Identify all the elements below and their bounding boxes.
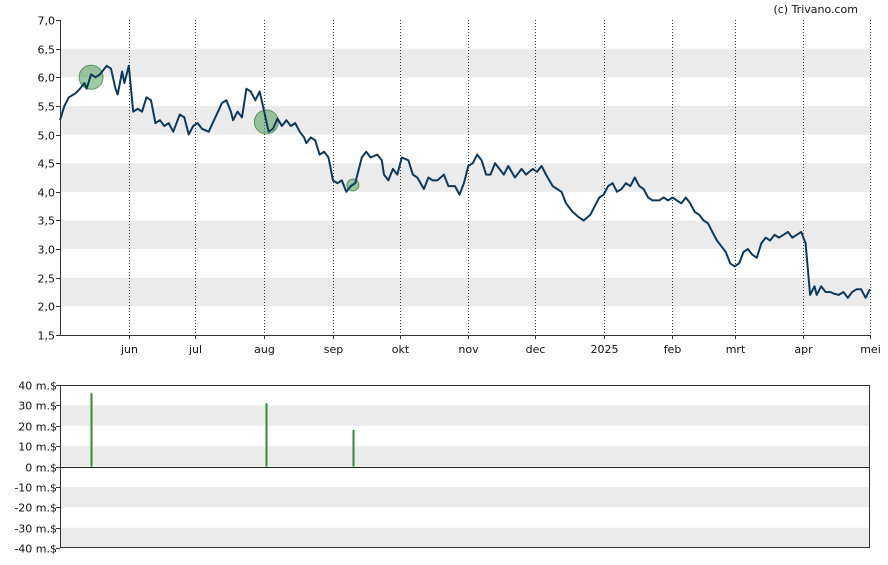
y-tick-label: -40 m.$ — [14, 543, 57, 556]
volume-panel: -40 m.$ -30 m.$ -20 m.$ -10 m.$ 0 m.$ 10 m.$ 2… — [14, 380, 870, 556]
price-line — [59, 64, 871, 299]
x-tick-label: okt — [392, 343, 410, 356]
y-tick-label: 1,5 — [38, 330, 56, 343]
x-tick-label: aug — [254, 343, 275, 356]
x-tick-label: mei — [860, 343, 881, 356]
y-tick-label: 7,0 — [38, 15, 56, 28]
y-tick-label: 4,0 — [38, 187, 56, 200]
y-tick-label: 20 m.$ — [18, 421, 57, 434]
x-tick-label: jul — [188, 343, 202, 356]
grid-band — [60, 486, 870, 508]
x-tick-label: sep — [324, 343, 343, 356]
y-tick-label: 2,5 — [38, 273, 56, 286]
y-tick-label: 10 m.$ — [18, 441, 57, 454]
x-tick-label: dec — [526, 343, 546, 356]
y-tick-label: 40 m.$ — [18, 380, 57, 393]
x-tick-label: feb — [664, 343, 682, 356]
y-tick-label: 5,0 — [38, 130, 56, 143]
y-tick-label: -10 m.$ — [14, 482, 57, 495]
x-tick-label: mrt — [726, 343, 746, 356]
price-panel: jun jul aug sep okt nov dec 2025 feb mrt apr mei 1,5… — [38, 15, 881, 357]
x-tick-label: nov — [458, 343, 479, 356]
y-tick-label: -20 m.$ — [14, 502, 57, 515]
grid-band — [60, 277, 870, 307]
grid-band — [60, 527, 870, 548]
y-tick-label: 4,5 — [38, 158, 56, 171]
x-tick-label: 2025 — [591, 343, 619, 356]
x-tick-label: jun — [120, 343, 138, 356]
grid-band — [60, 48, 870, 78]
y-tick-label: 5,5 — [38, 101, 56, 114]
y-tick-label: 6,5 — [38, 44, 56, 57]
grid-band — [60, 405, 870, 426]
volume-frame — [60, 385, 870, 548]
y-tick-label: 2,0 — [38, 301, 56, 314]
y-tick-label: -30 m.$ — [14, 523, 57, 536]
y-tick-label: 30 m.$ — [18, 400, 57, 413]
grid-band — [60, 446, 870, 467]
credit-text: (c) Trivano.com — [773, 3, 858, 16]
y-tick-label: 3,5 — [38, 215, 56, 228]
x-tick-label: apr — [794, 343, 813, 356]
y-tick-label: 6,0 — [38, 72, 56, 85]
y-tick-label: 0 m.$ — [25, 462, 57, 475]
grid-band — [60, 105, 870, 135]
y-tick-label: 3,0 — [38, 244, 56, 257]
grid-band — [60, 220, 870, 250]
